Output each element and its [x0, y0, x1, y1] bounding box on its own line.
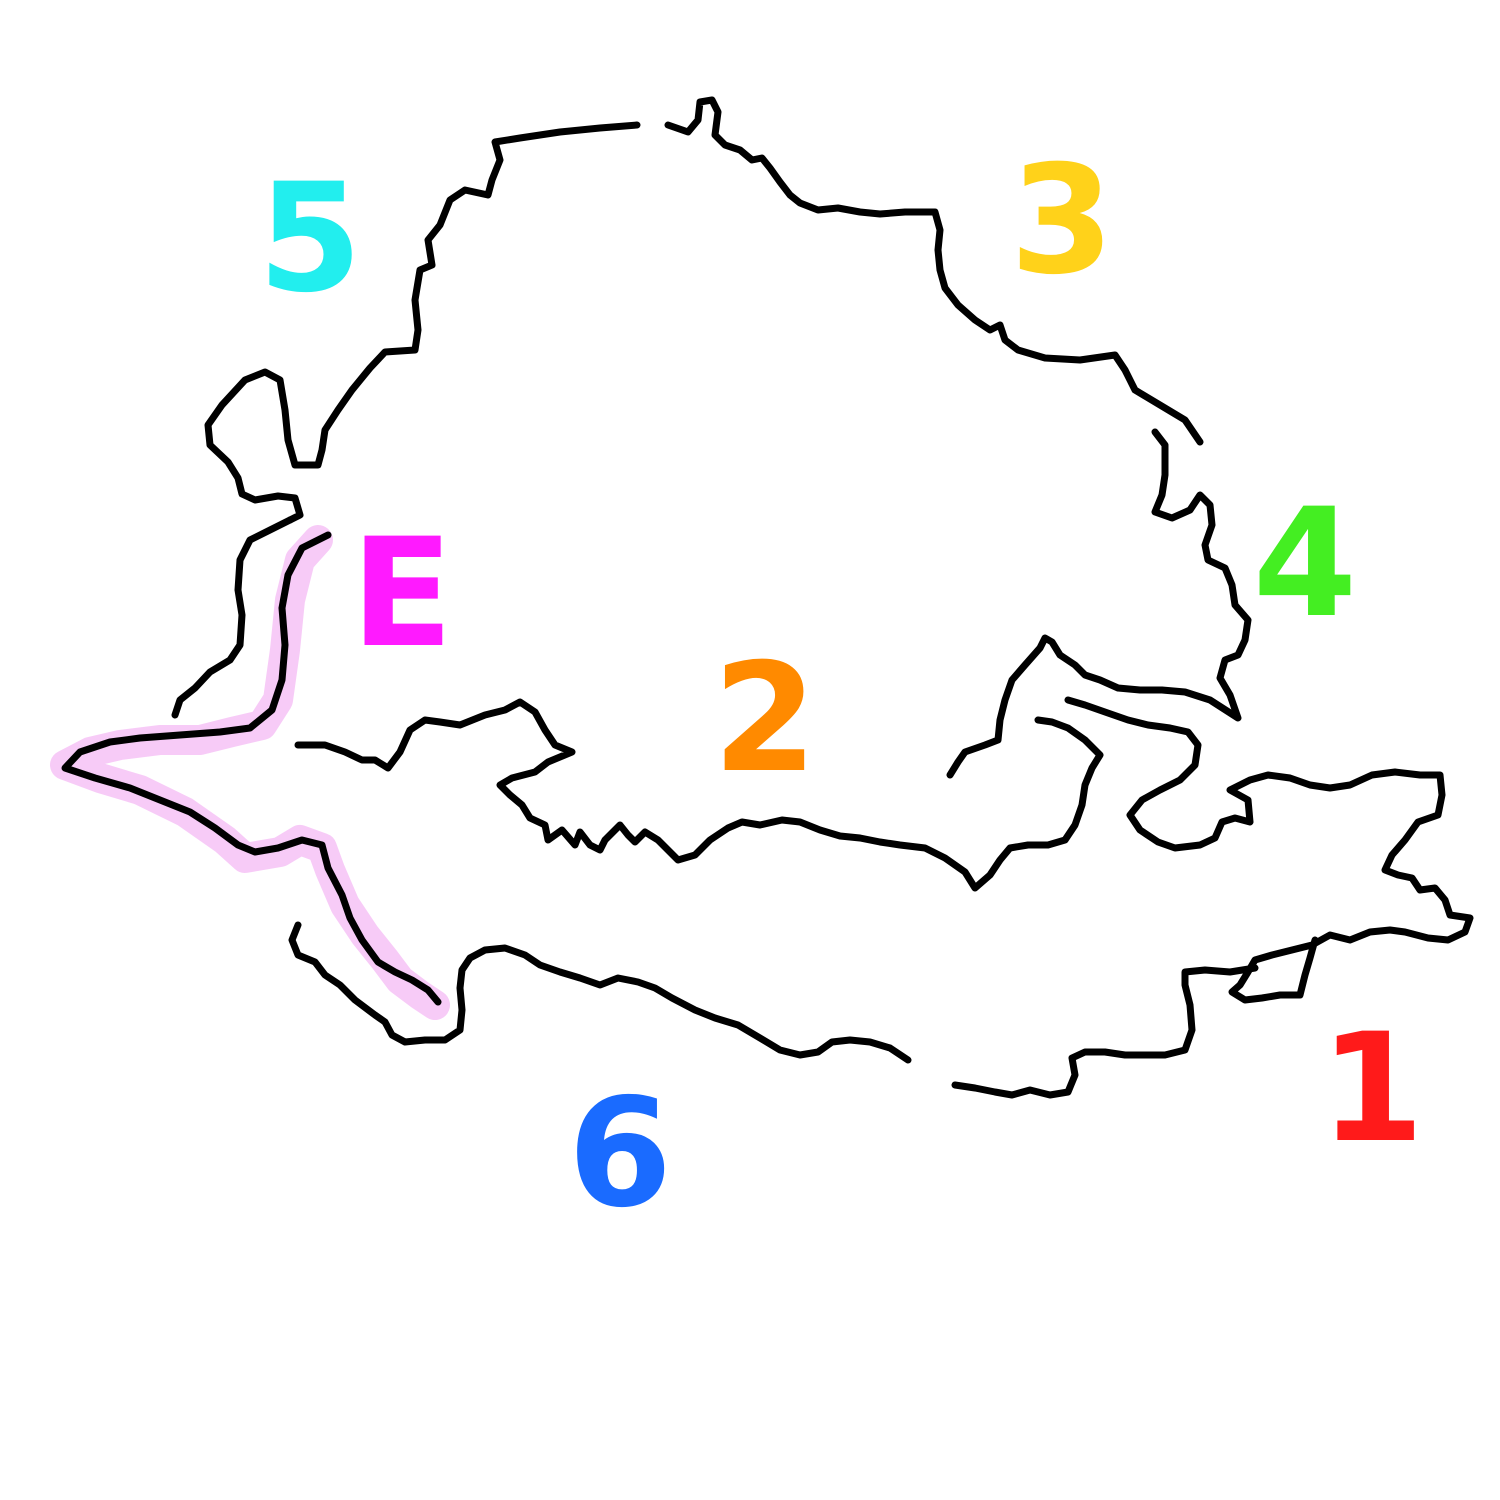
- south-east-outline: [1064, 696, 1474, 1004]
- region-label-6: 6: [568, 1067, 672, 1241]
- region-label-e: E: [351, 507, 453, 681]
- region-label-5: 5: [258, 152, 362, 326]
- region-label-2: 2: [713, 632, 817, 806]
- central-region-outline: [294, 698, 1104, 892]
- south-region-outline: [288, 921, 912, 1064]
- west-border-outline: [61, 531, 442, 1006]
- west-inner-outline: [171, 516, 294, 719]
- north-east-outline: [664, 96, 1204, 446]
- region-label-4: 4: [1253, 477, 1357, 651]
- east-region-outline: [946, 428, 1252, 779]
- south-east-bottom-outline: [951, 964, 1259, 1099]
- north-region-outline: [204, 121, 641, 524]
- region-label-1: 1: [1320, 1002, 1424, 1176]
- region-label-3: 3: [1010, 134, 1114, 308]
